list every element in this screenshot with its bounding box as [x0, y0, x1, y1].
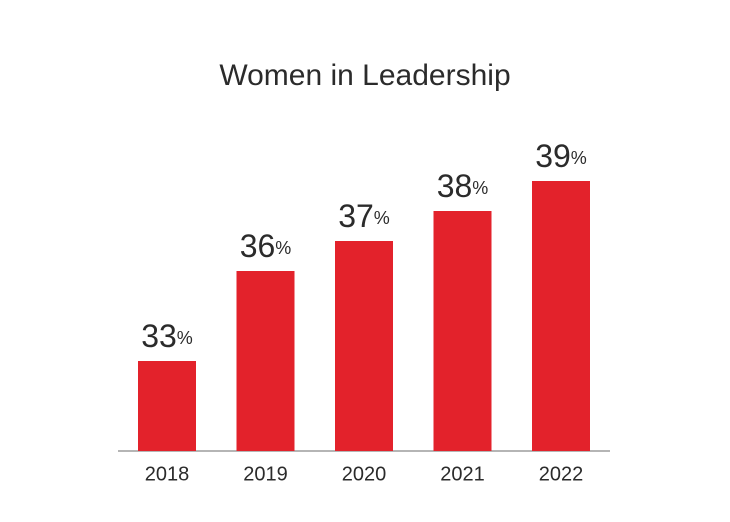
- x-tick-label: 2019: [243, 463, 288, 485]
- value-label: 36%: [240, 228, 292, 264]
- bar: [335, 241, 393, 451]
- value-label: 37%: [338, 198, 390, 234]
- x-tick-label: 2020: [342, 463, 387, 485]
- bar: [236, 271, 295, 451]
- chart-title: Women in Leadership: [219, 59, 510, 92]
- value-label: 39%: [535, 138, 587, 174]
- bar: [532, 181, 590, 451]
- bar: [138, 361, 196, 451]
- x-tick-label: 2022: [539, 463, 584, 485]
- value-label: 33%: [141, 318, 193, 354]
- bar: [433, 211, 492, 451]
- x-tick-label: 2018: [145, 463, 190, 485]
- value-label: 38%: [437, 168, 489, 204]
- x-tick-label: 2021: [440, 463, 485, 485]
